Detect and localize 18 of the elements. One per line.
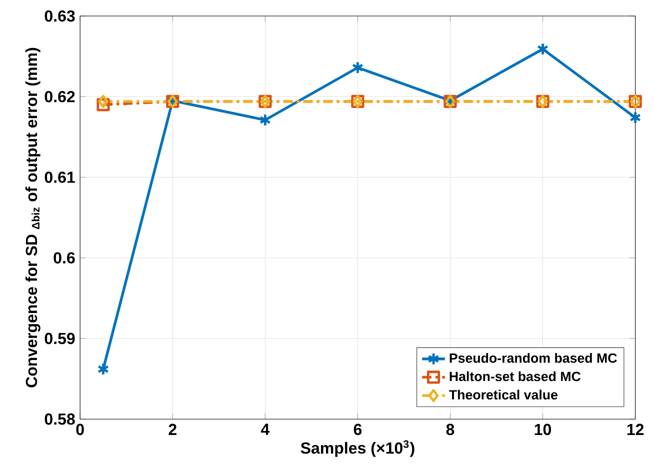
x-tick-label: 10 [534,424,552,436]
x-axis-title: Samples (×10$^{3}$) [300,440,414,457]
x-tick-label: 4 [260,424,270,435]
x-tick-label: 0 [76,424,84,436]
x-tick-label: 8 [446,424,454,436]
y-axis-title: Convergence for SD $_{Δbiz}$ of output error (mm) [25,48,40,388]
x-tick-label: 6 [354,424,362,436]
y-tick-label: 0.63 [44,10,75,22]
legend-label: Theoretical value [449,390,558,400]
legend-label: Halton-set based MC [450,371,581,382]
y-tick-label: 0.62 [44,90,75,102]
y-tick-label: 0.61 [44,172,75,183]
y-tick-label: 0.58 [44,413,75,425]
y-tick-label: 0.59 [44,332,75,344]
x-tick-label: 2 [168,424,176,435]
y-tick-label: 0.6 [54,252,75,264]
legend-label: Pseudo-random based MC [450,352,617,363]
x-tick-label: 12 [627,424,644,435]
